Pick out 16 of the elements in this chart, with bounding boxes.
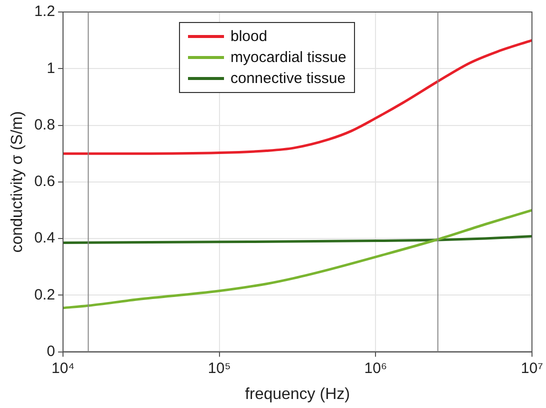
- x-tick-label: 10⁷: [520, 360, 544, 377]
- y-tick-label: 0.8: [34, 116, 56, 134]
- x-axis-title: frequency (Hz): [245, 386, 350, 403]
- y-axis-title: conductivity σ (S/m): [9, 111, 26, 253]
- x-tick-label: 10⁶: [364, 360, 388, 377]
- x-tick-label: 10⁵: [208, 360, 231, 377]
- y-tick-label: 0.4: [34, 230, 56, 247]
- legend-label: connective tissue: [230, 70, 346, 87]
- y-tick-label: 1.2: [34, 3, 56, 20]
- y-tick-label: 0.6: [34, 173, 56, 190]
- y-tick-label: 0: [46, 342, 56, 360]
- x-tick-label: 10⁴: [51, 360, 75, 377]
- y-tick-label: 0.2: [34, 286, 56, 304]
- y-tick-label: 1: [46, 60, 56, 77]
- legend-label: blood: [230, 28, 268, 45]
- legend-label: myocardial tissue: [230, 49, 346, 66]
